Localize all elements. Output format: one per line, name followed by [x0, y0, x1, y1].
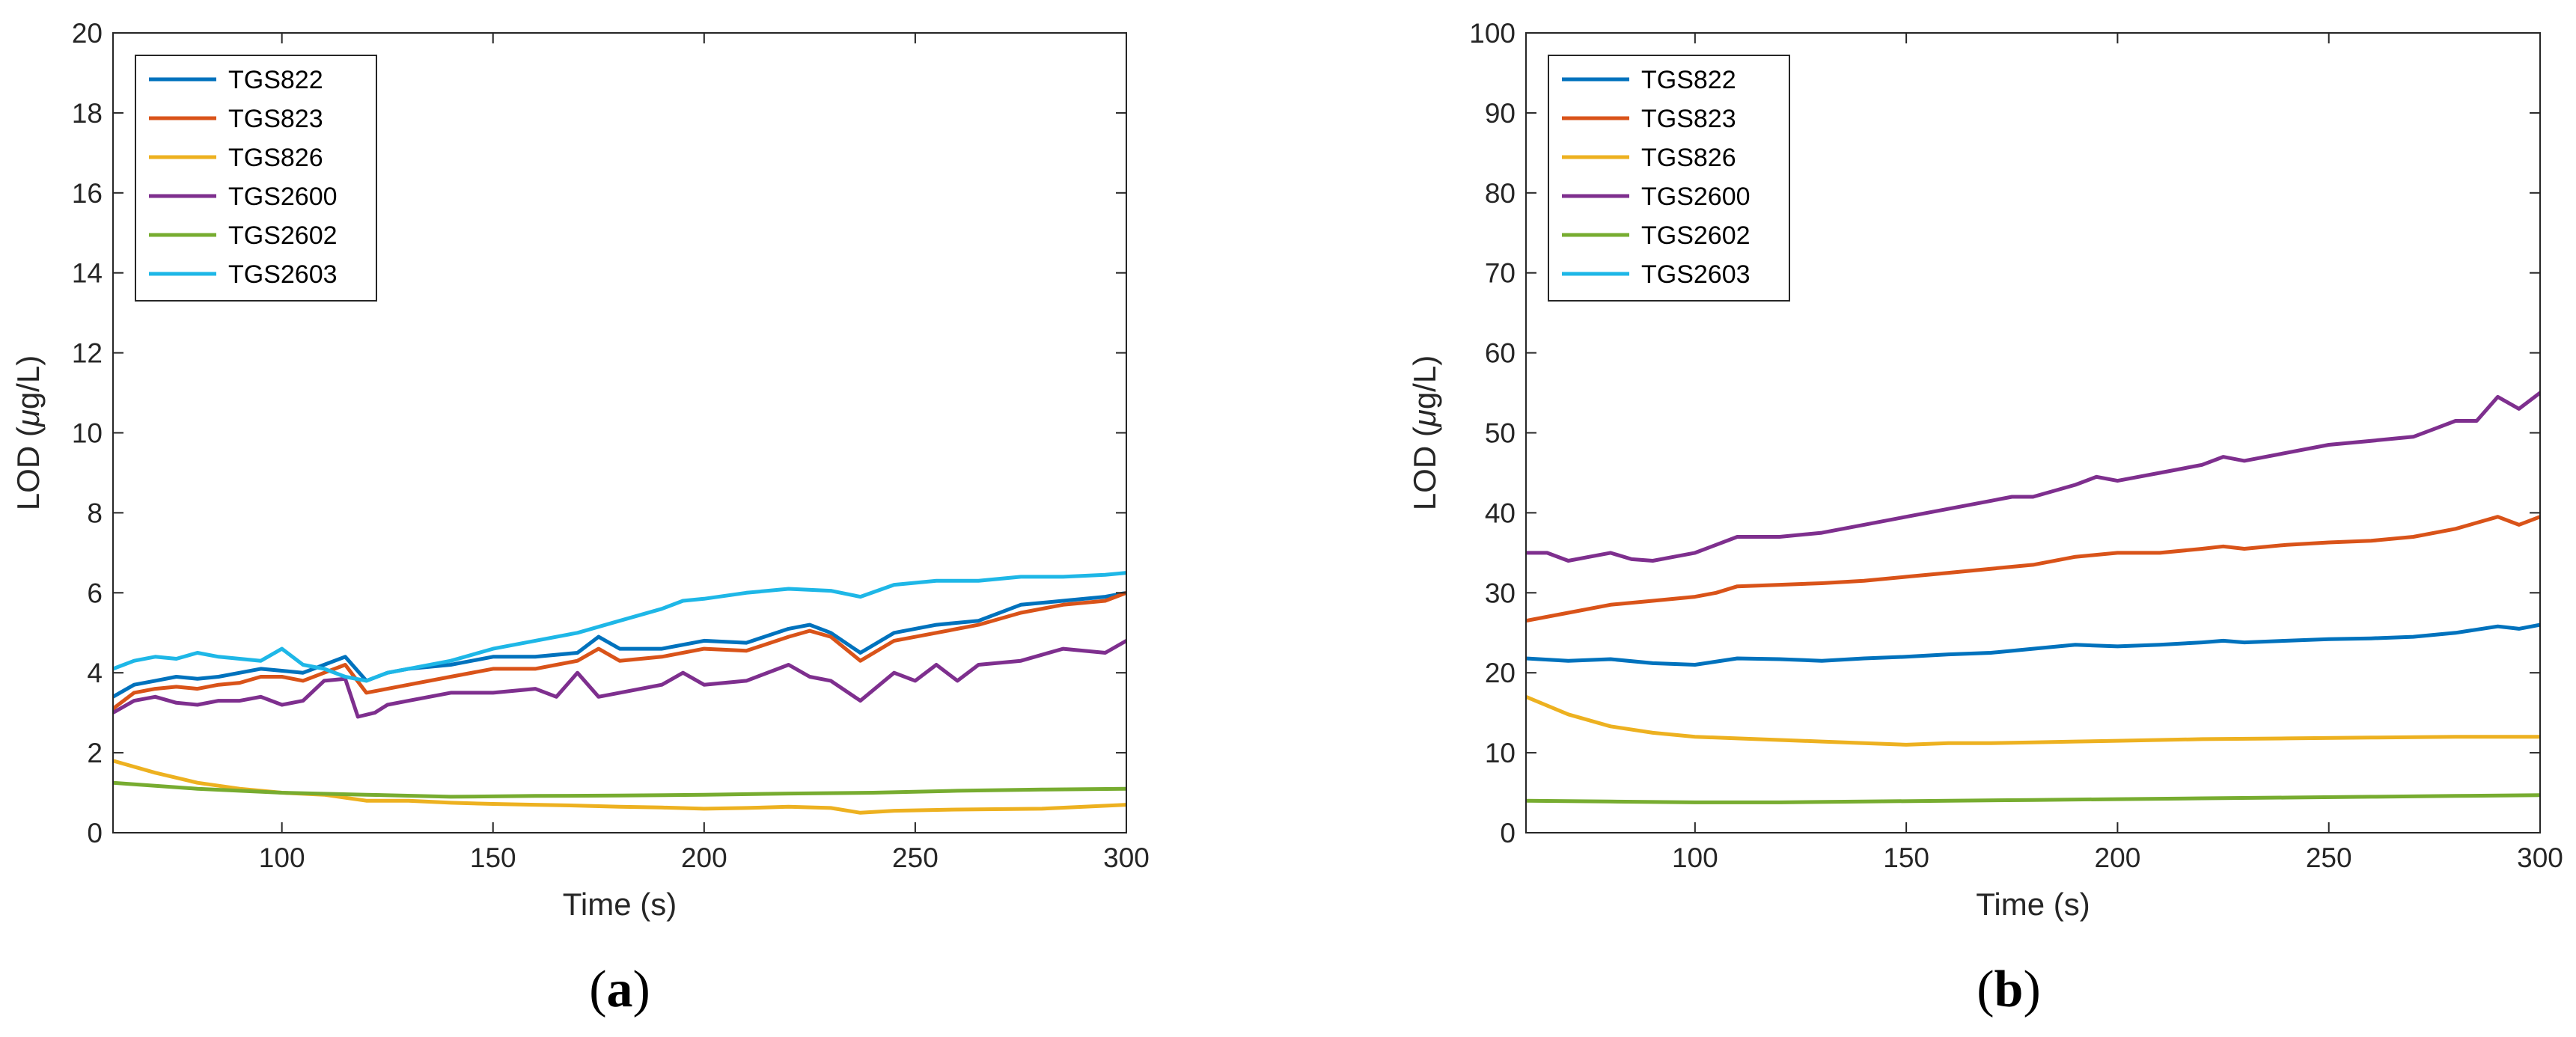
x-axis-label: Time (s)	[1976, 887, 2090, 922]
legend-box	[135, 55, 377, 302]
series-group-b	[1526, 391, 2540, 804]
y-tick-label: 80	[1485, 178, 1516, 209]
series-line-tgs2602	[113, 780, 1126, 799]
legend-label-tgs2602: TGS2602	[228, 221, 338, 250]
series-line-tgs822	[113, 590, 1126, 699]
series-line-tgs2603	[113, 571, 1126, 683]
series-line-tgs2602	[1526, 793, 2540, 804]
x-tick-label: 250	[892, 842, 938, 873]
y-tick-label: 18	[72, 98, 103, 129]
legend-label-tgs823: TGS823	[1641, 105, 1736, 133]
x-tick-label: 250	[2306, 842, 2352, 873]
y-tick-label: 100	[1469, 18, 1516, 49]
legend-a: TGS822 TGS823 TGS826 TGS2600 TGS2602 TGS2603	[135, 55, 377, 302]
y-tick-label: 20	[72, 18, 103, 49]
legend-label-tgs2602: TGS2602	[1641, 221, 1751, 250]
y-axis-label: LOD (μg/L)	[1407, 355, 1442, 510]
x-tick-label: 200	[2095, 842, 2141, 873]
series-line-tgs2600	[113, 638, 1126, 719]
legend-label-tgs826: TGS826	[228, 144, 323, 172]
legend-label-tgs2603: TGS2603	[1641, 260, 1751, 289]
x-tick-label: 200	[681, 842, 727, 873]
y-tick-label: 2	[87, 738, 103, 768]
y-tick-label: 4	[87, 658, 103, 688]
series-line-tgs822	[1526, 622, 2540, 667]
x-tick-label: 150	[1883, 842, 1929, 873]
y-tick-label: 20	[1485, 658, 1516, 688]
panel-label-b: (b)	[1977, 961, 2041, 1018]
y-tick-label: 10	[72, 418, 103, 449]
y-tick-label: 90	[1485, 98, 1516, 129]
legend-label-tgs2600: TGS2600	[228, 183, 338, 211]
y-tick-label: 60	[1485, 338, 1516, 369]
legend-box	[1548, 55, 1790, 302]
legend-label-tgs2603: TGS2603	[228, 260, 338, 289]
y-tick-label: 14	[72, 258, 103, 289]
series-group-a	[113, 571, 1126, 815]
series-line-tgs2600	[1526, 391, 2540, 563]
y-tick-label: 0	[1500, 818, 1516, 848]
legend-label-tgs826: TGS826	[1641, 144, 1736, 172]
x-tick-label: 100	[1672, 842, 1718, 873]
legend-b: TGS822 TGS823 TGS826 TGS2600 TGS2602 TGS2603	[1548, 55, 1790, 302]
y-tick-label: 16	[72, 178, 103, 209]
legend-label-tgs2600: TGS2600	[1641, 183, 1751, 211]
y-tick-label: 8	[87, 498, 103, 528]
series-line-tgs823	[113, 590, 1126, 711]
y-tick-label: 30	[1485, 578, 1516, 608]
y-tick-label: 70	[1485, 258, 1516, 289]
x-tick-label: 150	[470, 842, 516, 873]
legend-label-tgs822: TGS822	[228, 66, 323, 94]
x-tick-label: 100	[259, 842, 305, 873]
x-tick-label: 300	[2517, 842, 2563, 873]
y-tick-label: 0	[87, 818, 103, 848]
panel-label-a: (a)	[589, 961, 650, 1018]
y-tick-label: 6	[87, 578, 103, 608]
chart-panel-b: 100 150 200 250 300 0 10 20 30 40 50 60 70 80 90 100 Tim…	[1407, 18, 2563, 1018]
legend-label-tgs822: TGS822	[1641, 66, 1736, 94]
series-line-tgs826	[1526, 694, 2540, 747]
legend-label-tgs823: TGS823	[228, 105, 323, 133]
x-axis-label: Time (s)	[563, 887, 677, 922]
series-line-tgs823	[1526, 515, 2540, 623]
x-tick-label: 300	[1103, 842, 1150, 873]
chart-panel-a: 100 150 200 250 300 0 2 4 6 8 10 12 14 16 18 20 Time (s)…	[10, 18, 1150, 1018]
y-axis-label: LOD (μg/L)	[10, 355, 46, 510]
y-tick-label: 12	[72, 338, 103, 369]
y-tick-label: 10	[1485, 738, 1516, 768]
y-tick-label: 50	[1485, 418, 1516, 449]
y-tick-label: 40	[1485, 498, 1516, 528]
